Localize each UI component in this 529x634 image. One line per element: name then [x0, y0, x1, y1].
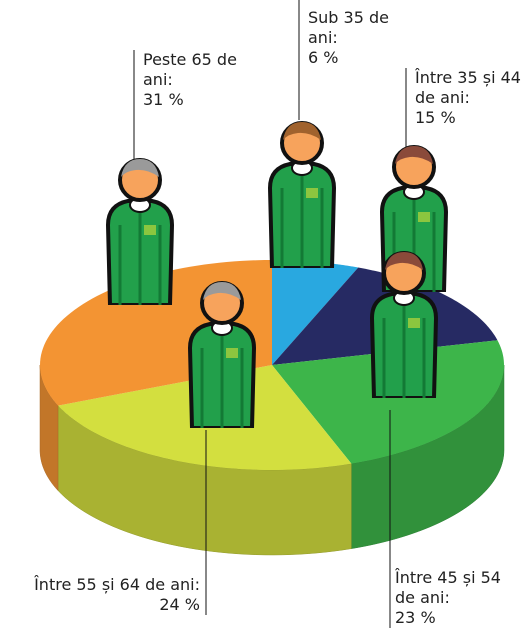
value-label: 31 % — [143, 90, 184, 110]
value-label: 24 % — [159, 595, 200, 615]
value-label: 23 % — [395, 608, 436, 628]
value-label: 15 % — [415, 108, 456, 128]
category-label: Între 55 și 64 de ani: — [34, 575, 200, 595]
person-icon — [108, 159, 172, 305]
value-label: 6 % — [308, 48, 338, 68]
category-label: Între 35 și 44 de ani: — [415, 68, 527, 108]
infographic: Peste 65 de ani: 31 % Sub 35 de ani: 6 %… — [0, 0, 529, 634]
category-label: Sub 35 de ani: — [308, 8, 408, 48]
category-label: Peste 65 de ani: — [143, 50, 243, 90]
category-label: Între 45 și 54 de ani: — [395, 568, 507, 608]
person-icon — [270, 122, 334, 268]
